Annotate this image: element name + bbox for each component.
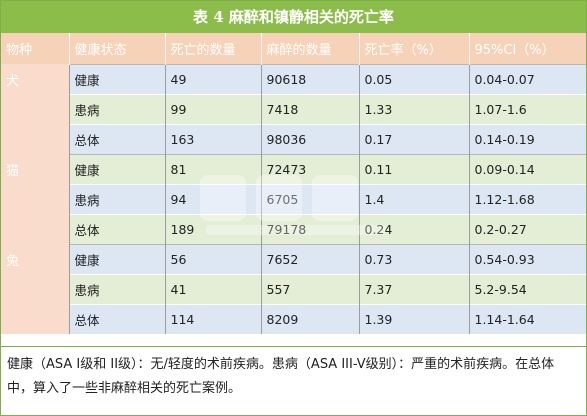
rate-cell: 7.37 bbox=[358, 273, 469, 304]
rate-cell: 1.39 bbox=[358, 303, 469, 334]
anesthetized-cell: 8209 bbox=[260, 303, 359, 334]
table-footnote: 健康（ASA I级和 II级）：无/轻度的术前疾病。患病（ASA III-V级别… bbox=[1, 346, 586, 415]
anesthetized-cell: 79178 bbox=[260, 213, 359, 244]
deaths-cell: 49 bbox=[164, 63, 261, 94]
ci-cell: 0.2-0.27 bbox=[468, 213, 586, 244]
status-cell: 患病 bbox=[68, 273, 165, 304]
ci-cell: 1.14-1.64 bbox=[468, 303, 586, 334]
mortality-table: 物种 健康状态 死亡的数量 麻醉的数量 死亡率（%） 95%CI（%） 犬 健康… bbox=[1, 33, 586, 334]
header-anesthetized: 麻醉的数量 bbox=[261, 33, 360, 64]
species-cell: 兔 bbox=[1, 244, 69, 274]
deaths-cell: 94 bbox=[164, 183, 261, 214]
rate-cell: 0.11 bbox=[358, 153, 469, 184]
rate-cell: 0.17 bbox=[358, 123, 469, 154]
table-row: 犬 健康 49 90618 0.05 0.04-0.07 bbox=[1, 63, 586, 94]
species-cell-blank bbox=[1, 214, 69, 244]
anesthetized-cell: 557 bbox=[260, 273, 359, 304]
status-cell: 总体 bbox=[68, 213, 165, 244]
species-cell: 猫 bbox=[1, 154, 69, 184]
anesthetized-cell: 90618 bbox=[260, 63, 359, 94]
deaths-cell: 189 bbox=[164, 213, 261, 244]
table-row: 总体 114 8209 1.39 1.14-1.64 bbox=[1, 303, 586, 334]
anesthetized-cell: 7652 bbox=[260, 243, 359, 274]
deaths-cell: 163 bbox=[164, 123, 261, 154]
header-ci: 95%CI（%） bbox=[469, 33, 586, 64]
status-cell: 总体 bbox=[68, 123, 165, 154]
deaths-cell: 41 bbox=[164, 273, 261, 304]
anesthetized-cell: 6705 bbox=[260, 183, 359, 214]
table-row: 患病 94 6705 1.4 1.12-1.68 bbox=[1, 183, 586, 214]
table-row: 总体 189 79178 0.24 0.2-0.27 bbox=[1, 213, 586, 244]
ci-cell: 0.09-0.14 bbox=[468, 153, 586, 184]
table-row: 猫 健康 81 72473 0.11 0.09-0.14 bbox=[1, 153, 586, 184]
header-row: 物种 健康状态 死亡的数量 麻醉的数量 死亡率（%） 95%CI（%） bbox=[1, 33, 586, 64]
ci-cell: 0.14-0.19 bbox=[468, 123, 586, 154]
status-cell: 健康 bbox=[68, 243, 165, 274]
header-mortality-rate: 死亡率（%） bbox=[359, 33, 470, 64]
rate-cell: 1.33 bbox=[358, 93, 469, 124]
anesthetized-cell: 7418 bbox=[260, 93, 359, 124]
ci-cell: 1.12-1.68 bbox=[468, 183, 586, 214]
status-cell: 健康 bbox=[68, 153, 165, 184]
deaths-cell: 114 bbox=[164, 303, 261, 334]
table-row: 患病 41 557 7.37 5.2-9.54 bbox=[1, 273, 586, 304]
table-row: 总体 163 98036 0.17 0.14-0.19 bbox=[1, 123, 586, 154]
ci-cell: 0.54-0.93 bbox=[468, 243, 586, 274]
ci-cell: 0.04-0.07 bbox=[468, 63, 586, 94]
ci-cell: 1.07-1.6 bbox=[468, 93, 586, 124]
deaths-cell: 56 bbox=[164, 243, 261, 274]
header-health-status: 健康状态 bbox=[69, 33, 166, 64]
rate-cell: 0.73 bbox=[358, 243, 469, 274]
deaths-cell: 99 bbox=[164, 93, 261, 124]
rate-cell: 0.05 bbox=[358, 63, 469, 94]
table-row: 患病 99 7418 1.33 1.07-1.6 bbox=[1, 93, 586, 124]
status-cell: 健康 bbox=[68, 63, 165, 94]
ci-cell: 5.2-9.54 bbox=[468, 273, 586, 304]
anesthetized-cell: 98036 bbox=[260, 123, 359, 154]
table-title: 表 4 麻醉和镇静相关的死亡率 bbox=[1, 1, 586, 33]
rate-cell: 0.24 bbox=[358, 213, 469, 244]
species-cell-blank bbox=[1, 94, 69, 124]
deaths-cell: 81 bbox=[164, 153, 261, 184]
table-row: 兔 健康 56 7652 0.73 0.54-0.93 bbox=[1, 243, 586, 274]
header-species: 物种 bbox=[1, 33, 70, 64]
header-deaths: 死亡的数量 bbox=[165, 33, 262, 64]
species-cell-blank bbox=[1, 124, 69, 154]
rate-cell: 1.4 bbox=[358, 183, 469, 214]
species-cell-blank bbox=[1, 274, 69, 304]
status-cell: 总体 bbox=[68, 303, 165, 334]
anesthetized-cell: 72473 bbox=[260, 153, 359, 184]
status-cell: 患病 bbox=[68, 183, 165, 214]
species-cell: 犬 bbox=[1, 64, 69, 94]
species-cell-blank bbox=[1, 304, 69, 334]
species-cell-blank bbox=[1, 184, 69, 214]
status-cell: 患病 bbox=[68, 93, 165, 124]
